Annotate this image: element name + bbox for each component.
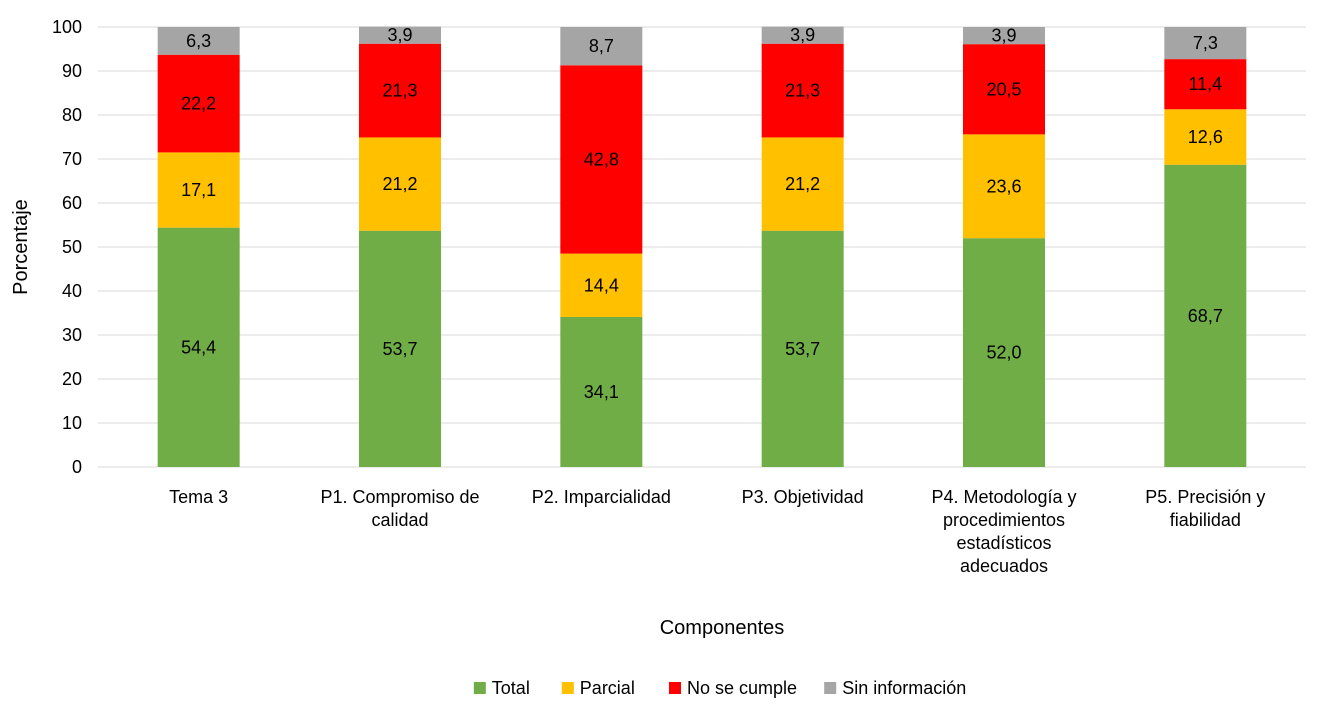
data-label: 6,3 [186,31,211,51]
bar-segment [157,27,240,55]
data-label: 11,4 [1188,74,1222,94]
data-label: 12,6 [1188,127,1223,147]
x-category-label: P4. Metodología y procedimientos estadísti… [931,487,1076,576]
y-tick-label: 90 [62,61,82,81]
x-category-label: P2. Imparcialidad [532,487,671,507]
bar-segment [359,137,441,231]
bar-segment [963,134,1045,239]
x-category-line: P5. Precisión y [1145,487,1265,507]
data-label: 68,7 [1188,306,1223,326]
data-label: 21,3 [382,81,417,101]
y-tick-label: 50 [62,237,82,257]
x-category-line: calidad [371,510,428,530]
data-label: 8,7 [589,36,614,56]
bar-segment [761,26,844,44]
data-label: 42,8 [584,149,619,169]
bar-segment [157,54,240,153]
x-category-line: adecuados [960,556,1048,576]
bar-segment [560,253,643,317]
legend-label: No se cumple [687,678,797,698]
y-tick-label: 0 [72,457,82,477]
bar-segment [761,43,844,138]
x-axis-title: Componentes [660,617,785,639]
bar-segment [1164,109,1247,165]
x-category-line: estadísticos [956,533,1051,553]
bar-segment [359,43,441,138]
data-label: 22,2 [181,94,216,114]
data-label: 21,3 [785,81,820,101]
legend-label: Sin información [842,678,966,698]
x-category-line: P2. Imparcialidad [532,487,671,507]
x-category-line: P1. Compromiso de [320,487,479,507]
legend-swatch [561,682,574,694]
legend-label: Total [492,678,530,698]
x-axis-categories: Tema 3 P1. Compromiso de calidad P2. Imparc… [169,487,1265,576]
legend-swatch [669,682,681,694]
bar-segment [963,238,1045,467]
bars [157,26,1247,467]
bar-segment [560,316,643,467]
bar-segment [359,230,441,467]
x-category-line: P4. Metodología y [931,487,1076,507]
data-label: 53,7 [382,339,417,359]
x-category-line: procedimientos [943,510,1065,530]
bar-segment [1164,59,1247,110]
y-tick-label: 70 [62,149,82,169]
data-label: 53,7 [785,339,820,359]
legend-swatch [473,682,486,694]
data-label: 14,4 [584,275,619,295]
y-tick-label: 20 [62,369,82,389]
x-category-label: Tema 3 [169,487,228,507]
bar-segment [359,26,441,44]
bar-segment [1164,164,1247,467]
x-category-line: P3. Objetividad [742,487,864,507]
bar-segment [963,44,1045,135]
data-label: 20,5 [986,79,1021,99]
data-label: 34,1 [584,382,619,402]
data-label: 54,4 [181,337,216,357]
y-tick-label: 60 [62,193,82,213]
data-label: 21,2 [785,174,820,194]
data-label: 3,9 [991,26,1016,46]
x-category-label: P3. Objetividad [742,487,864,507]
data-label: 7,3 [1193,33,1218,53]
bar-segment [157,152,240,228]
y-axis-ticks: 0 10 20 30 40 50 60 70 80 90 100 [52,17,82,477]
y-axis-title: Porcentaje [10,199,32,295]
x-category-label: P1. Compromiso de calidad [320,487,479,530]
legend-swatch [824,682,837,694]
data-label: 23,6 [986,176,1021,196]
y-tick-label: 100 [52,17,82,37]
bar-segment [963,27,1045,45]
bar-segment [761,137,844,231]
x-category-line: fiabilidad [1170,510,1241,530]
data-label: 3,9 [790,25,815,45]
bar-segment [157,227,240,467]
bar-segment [560,27,643,66]
legend: Total Parcial No se cumple Sin información [473,678,966,698]
y-tick-label: 80 [62,105,82,125]
data-label: 52,0 [986,343,1021,363]
y-tick-label: 10 [62,413,82,433]
data-label: 17,1 [181,180,216,200]
data-labels: 54,4 17,1 22,2 6,3 53,7 21,2 21,3 3,9 34,1 14,4 42… [181,25,1223,402]
y-tick-label: 30 [62,325,82,345]
bar-segment [1164,27,1247,60]
bar-segment [560,65,643,254]
bar-segment [761,230,844,467]
gridlines [98,26,1306,468]
data-label: 3,9 [387,25,412,45]
legend-label: Parcial [580,678,635,698]
data-label: 21,2 [382,174,417,194]
y-tick-label: 40 [62,281,82,301]
x-category-label: P5. Precisión y fiabilidad [1145,487,1265,530]
x-category-line: Tema 3 [169,487,228,507]
